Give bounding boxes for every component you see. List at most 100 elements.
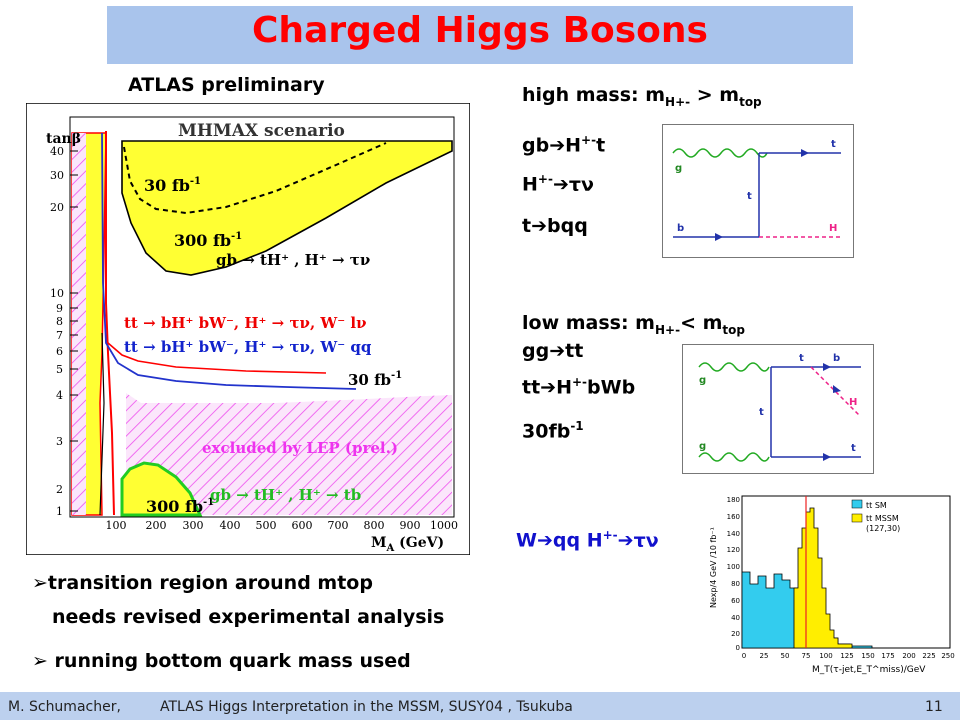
x-tick-label: 500 (256, 519, 277, 532)
diagram-label: b (677, 223, 684, 234)
hist-y-tick: 60 (731, 597, 740, 605)
black-boundary-line (99, 332, 105, 516)
arrow-icon (823, 363, 831, 371)
arrow-icon (823, 453, 831, 461)
high-mass-line3: t➔bqq (522, 215, 588, 237)
hist-x-tick: 50 (781, 652, 790, 660)
low-mass-heading: low mass: mH+-< mtop (522, 312, 745, 337)
x-tick-label: 600 (292, 519, 313, 532)
w-decay-label: W➔qq H+-➔τν (516, 528, 659, 552)
y-tick-label: 40 (50, 145, 64, 158)
blue-boundary-line (101, 132, 357, 390)
hist-y-ticks: 180 160 140 120 100 80 60 40 20 0 (727, 496, 740, 652)
legend-swatch-mssm (851, 513, 863, 523)
y-tick-label: 30 (50, 169, 64, 182)
hist-x-tick: 250 (941, 652, 954, 660)
hist-y-tick: 140 (727, 530, 740, 538)
gluon-line (698, 362, 770, 372)
legend-mssm: tt MSSM (866, 514, 899, 523)
x-tick-label: 1000 (430, 519, 458, 532)
legend-swatch-sm (851, 499, 863, 509)
high-mass-line2: H+-➔τν (522, 172, 594, 196)
bullet-arrow-icon: ➢ (32, 650, 48, 672)
diagram-label: g (675, 163, 682, 174)
legend-mssm-params: (127,30) (866, 524, 900, 533)
diagram-label: b (833, 353, 840, 364)
arrow-icon: ➔ (549, 134, 566, 157)
higgs-line (810, 366, 860, 416)
arrow-icon: ➔ (536, 529, 553, 552)
y-tick-label: 8 (56, 315, 63, 328)
label-gb-tau: gb → tH⁺ , H⁺ → τν (216, 251, 370, 269)
hist-x-tick: 175 (881, 652, 894, 660)
label-30fb: 30 fb-1 (144, 176, 201, 195)
y-tick-label: 3 (56, 435, 63, 448)
hist-y-tick: 0 (736, 644, 740, 652)
y-tick-label: 5 (56, 363, 63, 376)
label-tt-blue: tt → bH⁺ bW⁻, H⁺ → τν, W⁻ qq (124, 338, 372, 356)
hist-y-tick: 160 (727, 513, 740, 521)
hist-x-ticks: 0 25 50 75 100 125 150 175 200 225 250 (742, 652, 955, 660)
atlas-label: ATLAS preliminary (128, 74, 325, 96)
y-tick-label: 9 (56, 302, 63, 315)
footer-author: M. Schumacher, (8, 699, 121, 715)
legend-sm: tt SM (866, 501, 887, 510)
diagram-label: t (799, 353, 804, 364)
high-mass-heading: high mass: mH+- > mtop (522, 84, 762, 109)
low-mass-line1: gg➔tt (522, 340, 584, 362)
label-gb-tb: gb → tH⁺ , H⁺ → tb (210, 486, 361, 504)
low-mass-line3: 30fb-1 (522, 419, 584, 443)
arrow-icon (715, 233, 723, 241)
hist-x-tick: 125 (840, 652, 853, 660)
x-tick-label: 100 (106, 519, 127, 532)
y-tick-label: 6 (56, 345, 63, 358)
mssm-distribution (793, 507, 853, 649)
x-tick-label: 900 (400, 519, 421, 532)
hist-x-label: M_T(τ-jet,E_T^miss)/GeV (812, 665, 926, 675)
bullet-1-cont: needs revised experimental analysis (52, 606, 445, 628)
arrow-icon (833, 385, 841, 393)
y-tick-labels: 40 30 20 10 9 8 7 6 5 4 3 2 1 (50, 145, 64, 518)
diagram-label: t (759, 407, 764, 418)
label-tt-red: tt → bH⁺ bW⁻, H⁺ → τν, W⁻ lν (124, 314, 367, 332)
arrow-icon: ➔ (617, 529, 634, 552)
hist-x-tick: 150 (861, 652, 874, 660)
hist-x-tick: 200 (902, 652, 915, 660)
bullet-1: ➢transition region around mtop (32, 572, 373, 594)
exclusion-plot: tanβ 40 30 20 10 9 8 7 6 5 4 3 2 1 100 2… (26, 103, 470, 555)
title-bar (107, 6, 853, 64)
x-tick-label: 200 (146, 519, 167, 532)
left-hatch-strip (72, 133, 86, 515)
hist-x-tick: 25 (760, 652, 769, 660)
hist-y-tick: 120 (727, 546, 740, 554)
diagram-label: g (699, 375, 706, 386)
scenario-label: MHMAX scenario (178, 121, 345, 141)
feynman-diagram-2: g t b H t g t (682, 344, 874, 474)
lep-excluded-region (126, 343, 452, 515)
red-boundary-line (105, 131, 115, 516)
label-300fb-bottom: 300 fb-1 (146, 497, 214, 516)
x-tick-labels: 100 200 300 400 500 600 700 800 900 1000 (106, 519, 459, 532)
diagram-label: t (851, 443, 856, 454)
arrow-icon: ➔ (549, 340, 566, 362)
tb-excluded-region (120, 461, 203, 517)
hist-y-tick: 180 (727, 496, 740, 504)
x-tick-label: 400 (220, 519, 241, 532)
y-tick-label: 20 (50, 201, 64, 214)
footer-talk: ATLAS Higgs Interpretation in the MSSM, … (160, 699, 573, 715)
page-title: Charged Higgs Bosons (252, 10, 708, 51)
hist-y-tick: 80 (731, 580, 740, 588)
bullet-arrow-icon: ➢ (32, 572, 48, 594)
hist-x-tick: 75 (802, 652, 811, 660)
label-300fb-top: 300 fb-1 (174, 231, 242, 250)
diagram-label: H (849, 397, 857, 408)
feynman-diagram-1: g t t b H (662, 124, 854, 258)
high-mass-excluded-region (121, 140, 453, 276)
red-lepton-curve (107, 342, 327, 374)
arrow-icon: ➔ (552, 173, 569, 196)
hist-x-tick: 0 (742, 652, 746, 660)
footer-bar (0, 692, 960, 720)
y-tick-label: 1 (56, 505, 63, 518)
arrow-icon (801, 149, 809, 157)
low-mass-line2: tt➔H+-bWb (522, 375, 636, 399)
